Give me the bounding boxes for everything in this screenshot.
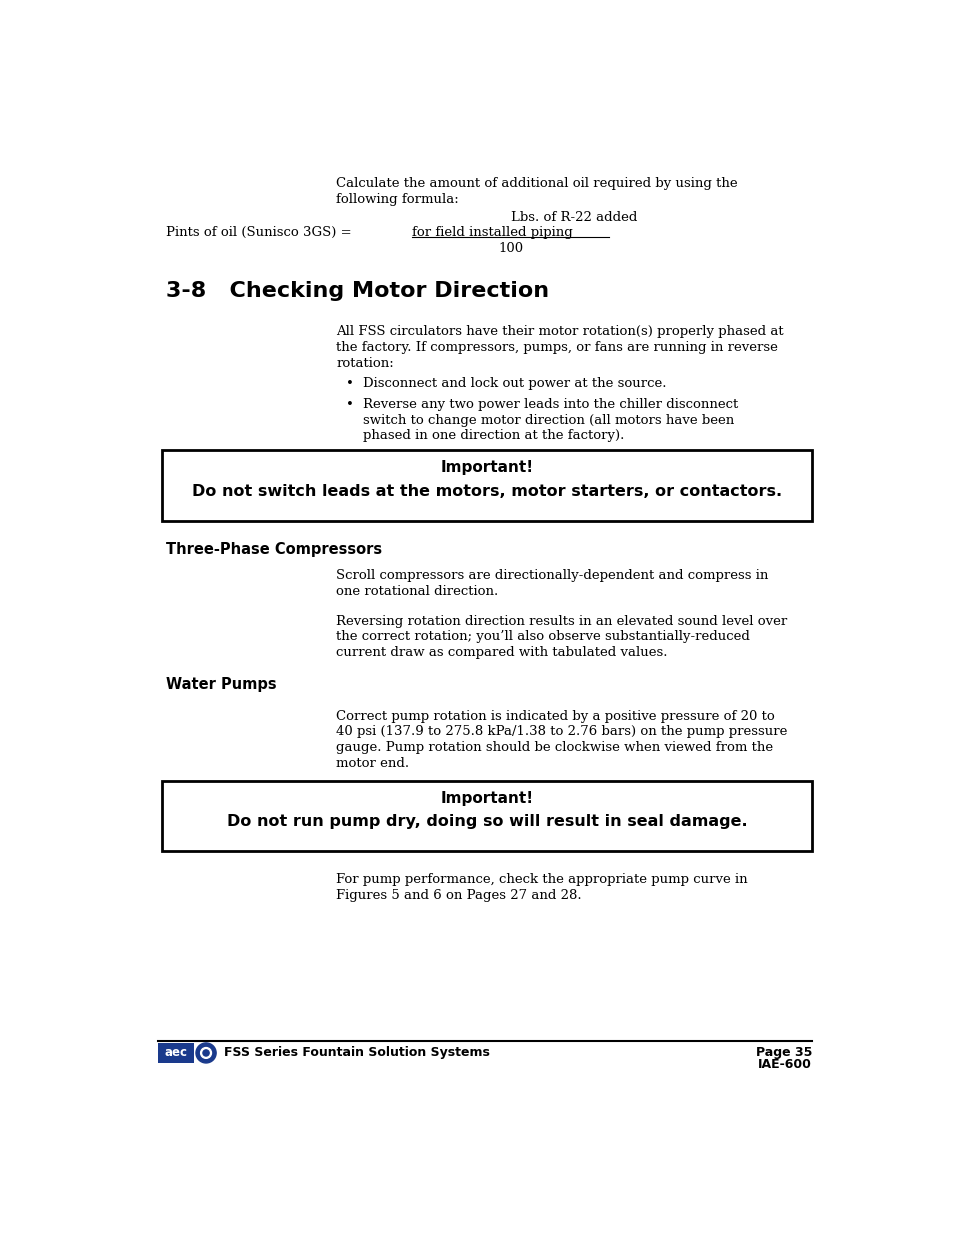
Text: Calculate the amount of additional oil required by using the: Calculate the amount of additional oil r… (335, 178, 737, 190)
Circle shape (200, 1047, 212, 1058)
Text: following formula:: following formula: (335, 193, 458, 206)
Text: Figures 5 and 6 on Pages 27 and 28.: Figures 5 and 6 on Pages 27 and 28. (335, 889, 581, 902)
Circle shape (203, 1050, 209, 1056)
FancyBboxPatch shape (162, 450, 811, 521)
Text: 40 psi (137.9 to 275.8 kPa/1.38 to 2.76 bars) on the pump pressure: 40 psi (137.9 to 275.8 kPa/1.38 to 2.76 … (335, 725, 787, 739)
Text: 100: 100 (497, 242, 522, 256)
Circle shape (195, 1042, 216, 1063)
Text: •: • (345, 398, 353, 411)
Text: FSS Series Fountain Solution Systems: FSS Series Fountain Solution Systems (224, 1046, 489, 1060)
Text: Reversing rotation direction results in an elevated sound level over: Reversing rotation direction results in … (335, 615, 786, 627)
Text: aec: aec (164, 1046, 187, 1060)
Text: Water Pumps: Water Pumps (166, 677, 276, 693)
Text: Disconnect and lock out power at the source.: Disconnect and lock out power at the sou… (362, 377, 665, 389)
Text: Important!: Important! (440, 459, 533, 474)
Text: Lbs. of R-22 added: Lbs. of R-22 added (510, 211, 637, 224)
Text: Reverse any two power leads into the chiller disconnect: Reverse any two power leads into the chi… (362, 398, 737, 411)
Text: motor end.: motor end. (335, 757, 409, 771)
Text: 3-8   Checking Motor Direction: 3-8 Checking Motor Direction (166, 280, 548, 300)
FancyBboxPatch shape (158, 1042, 193, 1063)
Text: switch to change motor direction (all motors have been: switch to change motor direction (all mo… (362, 414, 733, 426)
Text: Three-Phase Compressors: Three-Phase Compressors (166, 542, 381, 557)
Text: Important!: Important! (440, 790, 533, 805)
Text: for field installed piping: for field installed piping (412, 226, 573, 240)
Text: rotation:: rotation: (335, 357, 394, 370)
Text: For pump performance, check the appropriate pump curve in: For pump performance, check the appropri… (335, 873, 747, 885)
Text: IAE-600: IAE-600 (758, 1058, 811, 1071)
FancyBboxPatch shape (162, 781, 811, 851)
Text: the factory. If compressors, pumps, or fans are running in reverse: the factory. If compressors, pumps, or f… (335, 341, 778, 354)
Text: Page 35: Page 35 (755, 1046, 811, 1060)
Text: gauge. Pump rotation should be clockwise when viewed from the: gauge. Pump rotation should be clockwise… (335, 741, 773, 755)
Text: current draw as compared with tabulated values.: current draw as compared with tabulated … (335, 646, 667, 659)
Text: Pints of oil (Sunisco 3GS) =: Pints of oil (Sunisco 3GS) = (166, 226, 355, 240)
Text: All FSS circulators have their motor rotation(s) properly phased at: All FSS circulators have their motor rot… (335, 325, 783, 338)
Text: Correct pump rotation is indicated by a positive pressure of 20 to: Correct pump rotation is indicated by a … (335, 710, 774, 722)
Text: Do not run pump dry, doing so will result in seal damage.: Do not run pump dry, doing so will resul… (227, 814, 746, 830)
Text: the correct rotation; you’ll also observe substantially-reduced: the correct rotation; you’ll also observ… (335, 630, 749, 643)
Text: one rotational direction.: one rotational direction. (335, 585, 498, 598)
Text: phased in one direction at the factory).: phased in one direction at the factory). (362, 430, 623, 442)
Text: Do not switch leads at the motors, motor starters, or contactors.: Do not switch leads at the motors, motor… (192, 484, 781, 499)
Text: Scroll compressors are directionally-dependent and compress in: Scroll compressors are directionally-dep… (335, 569, 768, 582)
Text: •: • (345, 377, 353, 389)
